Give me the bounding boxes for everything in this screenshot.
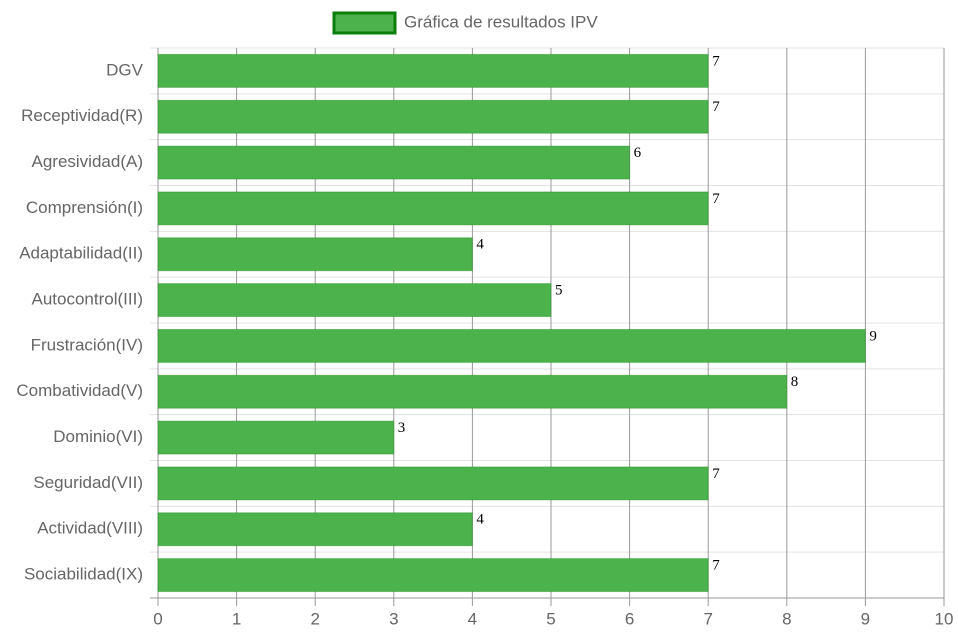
data-label: 9 <box>869 328 877 344</box>
y-tick-label: Actividad(VIII) <box>37 519 143 538</box>
y-tick-label: Sociabilidad(IX) <box>24 565 143 584</box>
x-tick-label: 3 <box>389 609 398 628</box>
y-tick-label: Adaptabilidad(II) <box>19 244 143 263</box>
data-label: 8 <box>791 374 799 390</box>
data-label: 4 <box>476 237 484 253</box>
y-tick-label: Combatividad(V) <box>16 381 143 400</box>
bar <box>157 145 631 180</box>
y-tick-label: DGV <box>106 60 144 79</box>
y-tick-label: Comprensión(I) <box>26 198 143 217</box>
x-tick-label: 6 <box>625 609 634 628</box>
y-tick-label: Autocontrol(III) <box>32 290 144 309</box>
bar <box>157 237 473 272</box>
data-label: 7 <box>712 191 720 207</box>
data-label: 7 <box>712 466 720 482</box>
x-tick-label: 9 <box>861 609 870 628</box>
legend-swatch <box>332 11 397 35</box>
bar <box>157 328 866 363</box>
y-tick-label: Frustración(IV) <box>31 335 143 354</box>
bar <box>157 558 709 593</box>
bar <box>157 191 709 226</box>
data-label: 5 <box>555 283 563 299</box>
x-tick-label: 4 <box>468 609 477 628</box>
y-tick-label: Receptividad(R) <box>21 106 143 125</box>
bar <box>157 420 395 455</box>
x-tick-label: 8 <box>782 609 791 628</box>
bar <box>157 466 709 501</box>
x-tick-label: 2 <box>310 609 319 628</box>
y-tick-label: Dominio(VI) <box>53 427 143 446</box>
data-label: 7 <box>712 99 720 115</box>
data-label: 6 <box>634 145 642 161</box>
bar <box>157 512 473 547</box>
x-tick-label: 0 <box>153 609 162 628</box>
x-tick-label: 5 <box>546 609 555 628</box>
x-tick-label: 10 <box>935 609 954 628</box>
data-label: 7 <box>712 558 720 574</box>
data-label: 4 <box>476 512 484 528</box>
bar <box>157 283 552 318</box>
data-label: 3 <box>398 420 406 436</box>
y-tick-label: Seguridad(VII) <box>33 473 143 492</box>
legend-label: Gráfica de resultados IPV <box>404 12 598 31</box>
data-label: 7 <box>712 53 720 69</box>
bar <box>157 53 709 88</box>
y-tick-label: Agresividad(A) <box>32 152 144 171</box>
bar <box>157 99 709 134</box>
x-tick-label: 7 <box>703 609 712 628</box>
bar <box>157 374 788 409</box>
x-tick-label: 1 <box>232 609 241 628</box>
